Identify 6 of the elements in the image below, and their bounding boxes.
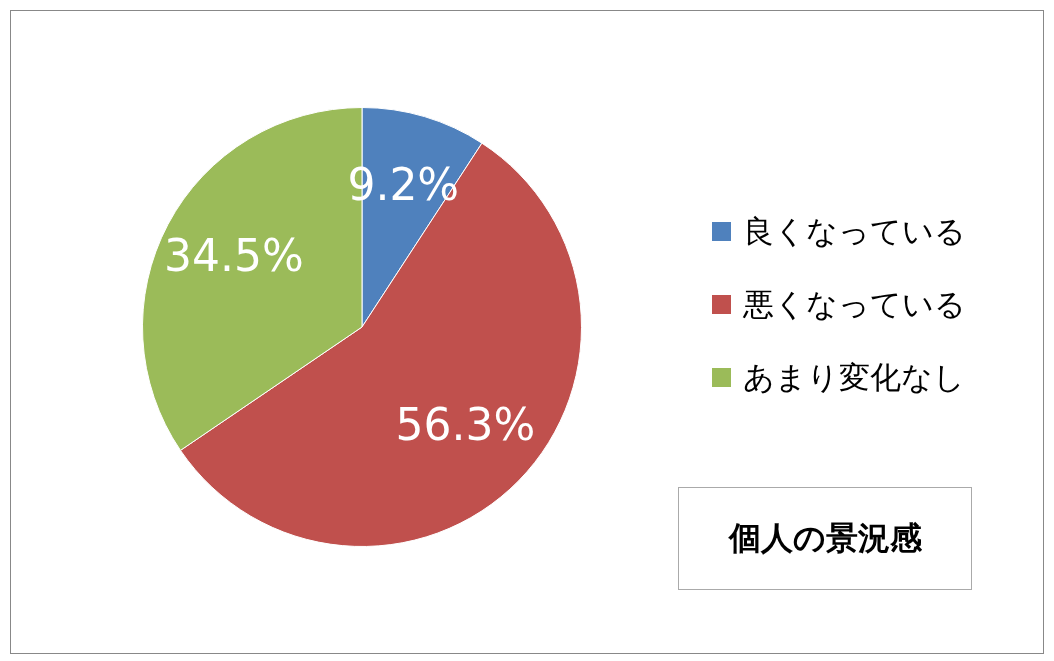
legend-label: あまり変化なし — [743, 357, 965, 397]
legend-label: 良くなっている — [743, 211, 966, 251]
legend-label: 悪くなっている — [743, 284, 966, 324]
data-label: 34.5% — [164, 229, 304, 281]
data-label: 56.3% — [395, 398, 536, 450]
text: 個人の景況感 — [678, 487, 972, 590]
